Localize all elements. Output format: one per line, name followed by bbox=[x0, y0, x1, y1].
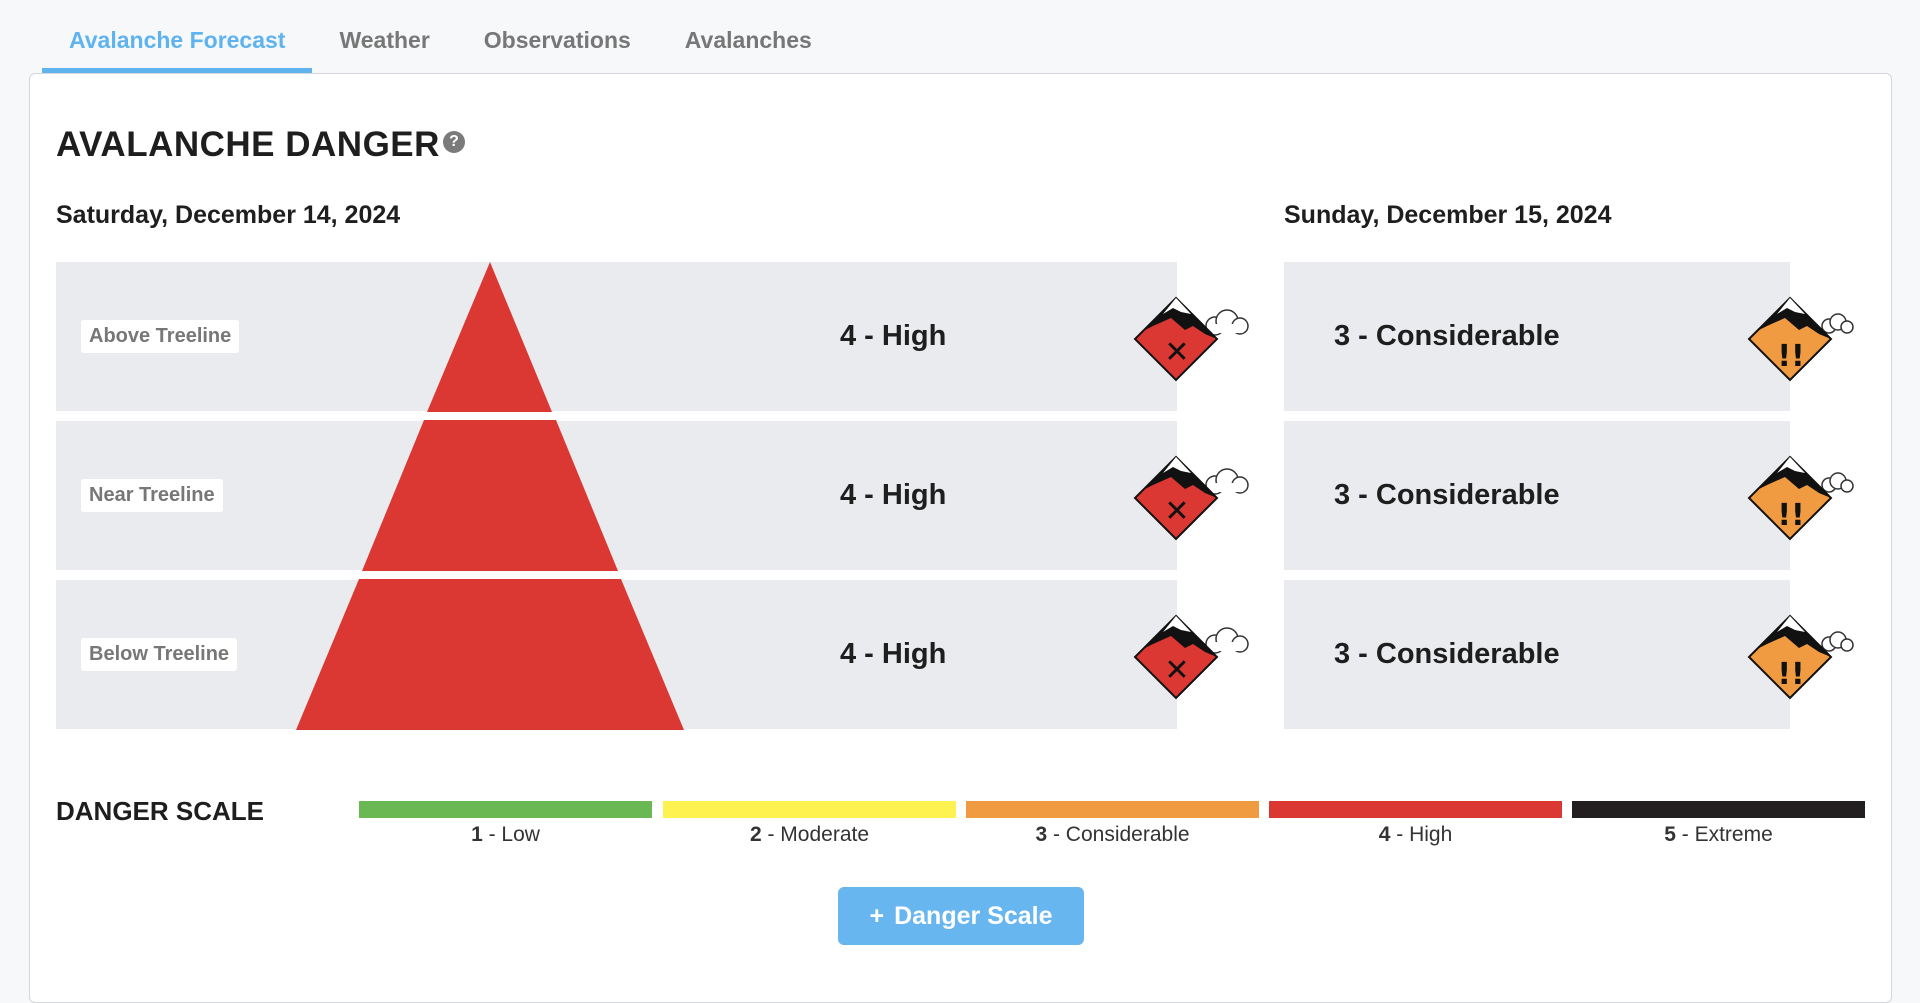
tab-weather[interactable]: Weather bbox=[339, 27, 430, 53]
svg-text:!!: !! bbox=[1777, 498, 1804, 533]
page-title: AVALANCHE DANGER bbox=[56, 125, 440, 164]
scale-bar-extreme bbox=[1572, 801, 1865, 818]
danger-high-icon: ✕ bbox=[1133, 296, 1249, 382]
danger-high-icon: ✕ bbox=[1133, 614, 1249, 700]
scale-label-low: 1 - Low bbox=[471, 823, 540, 846]
svg-text:✕: ✕ bbox=[1164, 494, 1189, 529]
day-2-row-above-treeline bbox=[1284, 262, 1790, 411]
scale-bar-considerable bbox=[966, 801, 1259, 818]
day-1-rating-below: 4 - High bbox=[840, 638, 947, 670]
tab-avalanches[interactable]: Avalanches bbox=[684, 27, 812, 53]
scale-bar-low bbox=[359, 801, 652, 818]
plus-icon: + bbox=[869, 901, 885, 930]
elevation-label: Below Treeline bbox=[81, 638, 238, 671]
pyramid-tier-above-treeline bbox=[427, 262, 552, 412]
day-1-rating-near: 4 - High bbox=[840, 479, 947, 511]
svg-text:!!: !! bbox=[1777, 339, 1804, 374]
scale-label-high: 4 - High bbox=[1378, 823, 1453, 846]
danger-pyramid bbox=[296, 262, 684, 730]
day-1-date: Saturday, December 14, 2024 bbox=[56, 201, 401, 229]
svg-text:!!: !! bbox=[1777, 657, 1804, 692]
question-circle-icon[interactable]: ? bbox=[443, 131, 465, 153]
danger-considerable-icon: !! bbox=[1747, 455, 1854, 541]
forecast-tabs: Avalanche Forecast Weather Observations … bbox=[42, 0, 839, 73]
scale-bar-moderate bbox=[663, 801, 956, 818]
danger-scale-button[interactable]: + Danger Scale bbox=[838, 887, 1084, 945]
day-2-row-near-treeline bbox=[1284, 421, 1790, 570]
danger-high-icon: ✕ bbox=[1133, 455, 1249, 541]
day-2-rating-near: 3 - Considerable bbox=[1334, 479, 1560, 511]
danger-scale-title: DANGER SCALE bbox=[56, 796, 265, 826]
pyramid-tier-near-treeline bbox=[362, 420, 618, 571]
day-1-row-near-treeline: Near Treeline bbox=[56, 421, 1177, 570]
danger-considerable-icon: !! bbox=[1747, 614, 1854, 700]
day-2-rating-above: 3 - Considerable bbox=[1334, 320, 1560, 352]
scale-bar-high bbox=[1269, 801, 1562, 818]
day-2-row-below-treeline bbox=[1284, 580, 1790, 729]
scale-label-moderate: 2 - Moderate bbox=[749, 823, 870, 846]
elevation-label: Near Treeline bbox=[81, 479, 223, 512]
elevation-label: Above Treeline bbox=[81, 320, 240, 353]
svg-text:✕: ✕ bbox=[1164, 653, 1189, 688]
day-2-rating-below: 3 - Considerable bbox=[1334, 638, 1560, 670]
pyramid-tier-below-treeline bbox=[296, 579, 684, 730]
tab-avalanche-forecast[interactable]: Avalanche Forecast bbox=[42, 0, 313, 73]
day-1-row-above-treeline: Above Treeline bbox=[56, 262, 1177, 411]
danger-scale-button-label: Danger Scale bbox=[894, 901, 1053, 930]
danger-considerable-icon: !! bbox=[1747, 296, 1854, 382]
svg-text:✕: ✕ bbox=[1164, 335, 1189, 370]
day-2-date: Sunday, December 15, 2024 bbox=[1284, 201, 1612, 229]
scale-label-considerable: 3 - Considerable bbox=[1035, 823, 1190, 846]
day-1-rating-above: 4 - High bbox=[840, 320, 947, 352]
scale-label-extreme: 5 - Extreme bbox=[1664, 823, 1773, 846]
tab-observations[interactable]: Observations bbox=[483, 27, 631, 53]
